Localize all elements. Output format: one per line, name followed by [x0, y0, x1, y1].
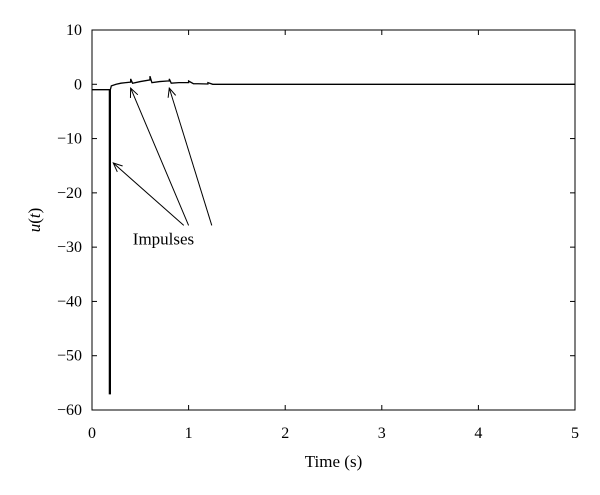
y-axis-title-paren-close: ) [25, 208, 44, 214]
y-tick-label: −40 [57, 293, 82, 310]
axis-ticks [91, 29, 576, 411]
y-axis-title-paren-open: ( [25, 218, 44, 224]
tick-labels: 0 1 2 3 4 5 10 0 −10 −20 −30 −40 −50 −60 [57, 22, 579, 442]
x-tick-label: 5 [571, 425, 579, 442]
y-axis-title: u(t) [25, 208, 44, 233]
x-tick-label: 2 [281, 425, 289, 442]
y-tick-label: 10 [66, 22, 82, 39]
y-tick-label: −30 [57, 239, 82, 256]
y-tick-label: 0 [74, 76, 82, 93]
series-line [92, 75, 575, 395]
y-axis-title-arg: t [25, 212, 44, 218]
annotation-arrow [113, 163, 185, 226]
y-tick-label: −20 [57, 185, 82, 202]
y-axis-title-symbol: u [25, 224, 44, 233]
y-tick-label: −50 [57, 348, 82, 365]
x-axis-title: Time (s) [305, 452, 362, 471]
y-tick-label: −60 [57, 402, 82, 419]
annotation-label: Impulses [133, 229, 194, 248]
x-tick-label: 1 [185, 425, 193, 442]
y-tick-label: −10 [57, 131, 82, 148]
annotation-arrow [169, 88, 213, 226]
series-layer [92, 75, 575, 395]
annotation-layer: Impulses [113, 88, 213, 248]
plot-area [91, 29, 576, 411]
x-tick-label: 0 [88, 425, 96, 442]
x-tick-label: 4 [474, 425, 482, 442]
x-tick-label: 3 [378, 425, 386, 442]
annotation-arrow [131, 88, 190, 226]
